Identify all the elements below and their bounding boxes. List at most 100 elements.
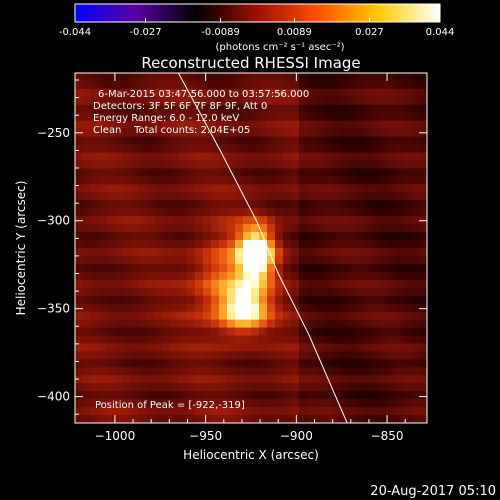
heatmap-cell [339, 144, 348, 154]
heatmap-cell [299, 248, 308, 257]
heatmap-cell [131, 311, 140, 321]
heatmap-cell [139, 112, 148, 122]
heatmap-cell [155, 88, 164, 98]
heatmap-cell [75, 208, 84, 217]
heatmap-cell [275, 208, 284, 217]
heatmap-cell [371, 96, 380, 106]
heatmap-cell [83, 391, 92, 400]
heatmap-cell [307, 375, 316, 384]
heatmap-cell [355, 112, 364, 122]
heatmap-cell [203, 128, 212, 138]
heatmap-cell [291, 311, 300, 321]
heatmap-cell [91, 319, 100, 329]
heatmap-cell [147, 192, 156, 201]
heatmap-cell [187, 128, 196, 138]
heatmap-cell [163, 200, 172, 209]
heatmap-cell [227, 383, 236, 392]
heatmap-cell [331, 319, 340, 329]
heatmap-cell [339, 224, 348, 233]
heatmap-cell [163, 192, 172, 201]
heatmap-cell [243, 351, 252, 360]
heatmap-cell [419, 160, 427, 170]
heatmap-cell [267, 248, 276, 257]
heatmap-cell [339, 128, 348, 138]
heatmap-cell [283, 240, 292, 249]
heatmap-cell [323, 88, 332, 98]
heatmap-cell [147, 359, 156, 368]
heatmap-cell [163, 176, 172, 185]
heatmap-cell [195, 240, 204, 249]
heatmap-cell [211, 224, 220, 233]
heatmap-cell [83, 240, 92, 249]
x-tick-label: −850 [371, 429, 404, 443]
heatmap-cell [155, 80, 164, 90]
heatmap-cell [179, 263, 188, 273]
heatmap-cell [123, 73, 132, 82]
heatmap-cell [371, 208, 380, 217]
heatmap-cell [403, 279, 412, 289]
heatmap-cell [419, 383, 427, 392]
heatmap-cell [235, 104, 244, 114]
heatmap-cell [83, 287, 92, 297]
heatmap-cell [259, 279, 268, 289]
heatmap-cell [267, 232, 276, 241]
heatmap-cell [291, 415, 300, 423]
heatmap-cell [219, 208, 228, 217]
heatmap-cell [83, 80, 92, 90]
heatmap-cell [371, 168, 380, 178]
heatmap-cell [387, 152, 396, 162]
heatmap-cell [363, 287, 372, 297]
heatmap-cell [371, 327, 380, 337]
heatmap-cell [139, 279, 148, 289]
heatmap-cell [347, 216, 356, 225]
heatmap-cell [307, 176, 316, 185]
heatmap-cell [379, 112, 388, 122]
heatmap-cell [259, 208, 268, 217]
heatmap-cell [387, 104, 396, 114]
heatmap-cell [387, 120, 396, 130]
heatmap-cell [211, 128, 220, 138]
heatmap-cell [195, 415, 204, 423]
heatmap-cell [411, 112, 420, 122]
footer-timestamp: 20-Aug-2017 05:10 [370, 484, 496, 499]
heatmap-cell [107, 351, 116, 360]
heatmap-cell [307, 232, 316, 241]
heatmap-cell [323, 216, 332, 225]
heatmap-cell [155, 128, 164, 138]
heatmap-cell [123, 359, 132, 368]
heatmap-cell [163, 343, 172, 353]
heatmap-cell [403, 255, 412, 265]
heatmap-cell [347, 232, 356, 241]
heatmap-cell [91, 271, 100, 281]
heatmap-cell [99, 295, 108, 305]
heatmap-cell [283, 120, 292, 130]
heatmap-cell [315, 383, 324, 392]
heatmap-cell [187, 216, 196, 225]
heatmap-cell [371, 359, 380, 368]
heatmap-cell [227, 192, 236, 201]
heatmap-cell [347, 168, 356, 178]
heatmap-cell [83, 128, 92, 138]
heatmap-cell [371, 216, 380, 225]
heatmap-cell [355, 192, 364, 201]
heatmap-cell [219, 96, 228, 106]
heatmap-cell [115, 367, 124, 376]
heatmap-cell [75, 240, 84, 249]
heatmap-cell [323, 232, 332, 241]
heatmap-cell [371, 311, 380, 321]
x-tick-label: −950 [189, 429, 222, 443]
heatmap-cell [203, 311, 212, 321]
heatmap-cell [203, 73, 212, 82]
heatmap-cell [179, 232, 188, 241]
colorbar [74, 3, 441, 23]
heatmap-cell [179, 224, 188, 233]
heatmap-cell [187, 351, 196, 360]
heatmap-cell [195, 224, 204, 233]
heatmap-cell [83, 327, 92, 337]
heatmap-cell [75, 255, 84, 265]
heatmap-cell [139, 160, 148, 170]
heatmap-cell [371, 160, 380, 170]
heatmap-cell [379, 279, 388, 289]
heatmap-cell [107, 128, 116, 138]
colorbar-tick-label: 0.044 [426, 27, 455, 38]
